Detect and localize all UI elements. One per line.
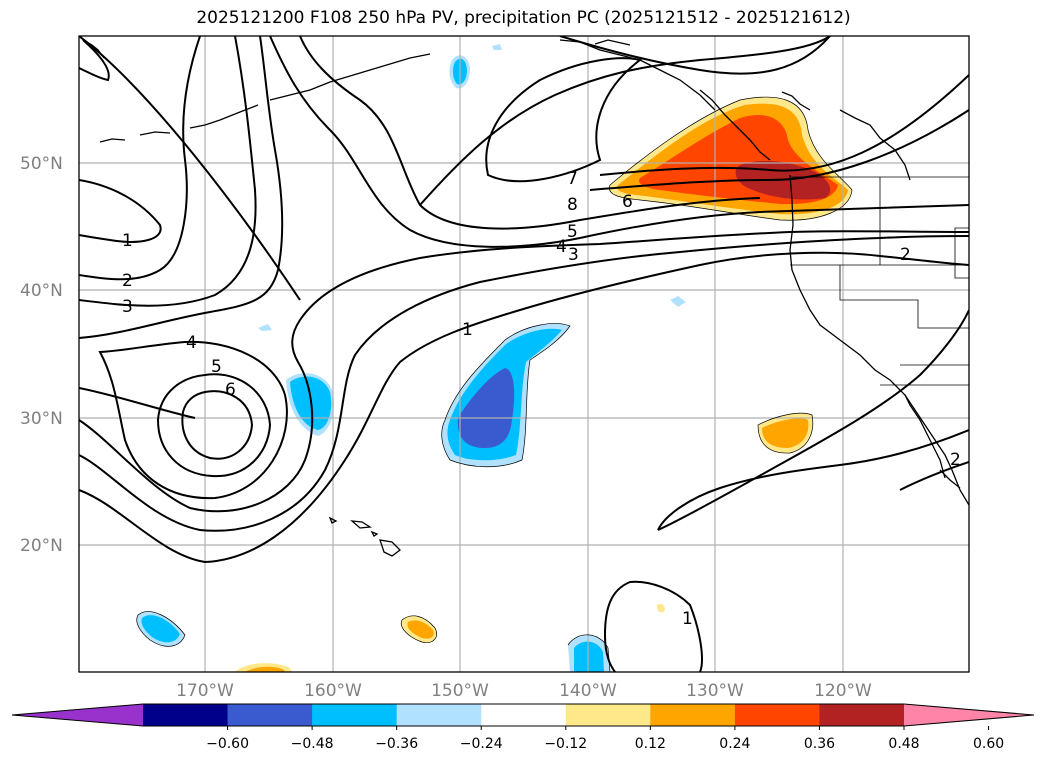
colorbar-tick-label: −0.48 bbox=[291, 736, 334, 752]
colorbar-segment bbox=[396, 704, 482, 726]
precip-positive-region bbox=[656, 603, 665, 613]
lon-label: 170°W bbox=[176, 681, 234, 701]
lon-label: 160°W bbox=[304, 681, 362, 701]
contour-label: 2 bbox=[122, 271, 133, 291]
contour-label: 1 bbox=[122, 231, 133, 251]
precip-negative-region bbox=[258, 324, 272, 331]
colorbar-segment bbox=[227, 704, 313, 726]
precipitation-shading bbox=[136, 44, 852, 672]
colorbar-tick-label: 0.12 bbox=[635, 736, 666, 752]
colorbar-segment bbox=[565, 704, 651, 726]
pv-contour-labels: 1 2 3 4 5 6 7 8 1 2 3 4 5 6 1 2 bbox=[122, 169, 961, 629]
lon-label: 120°W bbox=[814, 681, 872, 701]
contour-label: 6 bbox=[225, 380, 236, 400]
colorbar-segment bbox=[481, 704, 567, 726]
pv-contours bbox=[79, 36, 969, 672]
precip-negative-region bbox=[574, 641, 604, 672]
graticule bbox=[79, 36, 969, 672]
colorbar-segment bbox=[734, 704, 820, 726]
contour-label: 5 bbox=[211, 357, 222, 377]
precip-positive-region bbox=[762, 418, 809, 448]
precip-positive-region bbox=[245, 666, 285, 672]
lat-label: 50°N bbox=[20, 154, 63, 174]
latitude-labels: 50°N 40°N 30°N 20°N bbox=[20, 154, 63, 556]
colorbar-extension-max bbox=[904, 704, 1034, 726]
lat-label: 40°N bbox=[20, 281, 63, 301]
contour-label: 1 bbox=[682, 609, 693, 629]
longitude-labels: 170°W 160°W 150°W 140°W 130°W 120°W bbox=[176, 681, 872, 701]
precip-outlines bbox=[136, 96, 853, 672]
precip-negative-region bbox=[457, 368, 515, 448]
colorbar-segment bbox=[819, 704, 905, 726]
colorbar-tick-label: −0.60 bbox=[206, 736, 249, 752]
contour-label: 5 bbox=[567, 222, 578, 242]
lon-label: 140°W bbox=[559, 681, 617, 701]
colorbar-tick-label: 0.48 bbox=[888, 736, 919, 752]
precip-positive-region bbox=[407, 620, 434, 639]
contour-label: 4 bbox=[556, 237, 567, 257]
contour-label: 3 bbox=[122, 297, 133, 317]
colorbar-tick-label: 0.24 bbox=[719, 736, 750, 752]
colorbar-extension-min bbox=[12, 704, 143, 726]
precip-negative-region bbox=[670, 296, 686, 307]
map-title: 2025121200 F108 250 hPa PV, precipitatio… bbox=[196, 8, 851, 28]
map-frame bbox=[78, 35, 970, 673]
contour-label: 4 bbox=[186, 333, 197, 353]
colorbar-segment bbox=[143, 704, 229, 726]
lon-label: 130°W bbox=[686, 681, 744, 701]
colorbar-tick-label: −0.12 bbox=[544, 736, 587, 752]
contour-label: 3 bbox=[568, 245, 579, 265]
political-borders bbox=[790, 176, 969, 386]
lon-label: 150°W bbox=[431, 681, 489, 701]
colorbar-tick-label: 0.60 bbox=[973, 736, 1004, 752]
colorbar: −0.60 −0.48 −0.36 −0.24 −0.12 0.12 0.24 0.36 0.4… bbox=[11, 703, 1035, 752]
precip-negative-region bbox=[492, 44, 502, 50]
contour-label: 1 bbox=[462, 320, 473, 340]
contour-label: 2 bbox=[950, 450, 961, 470]
colorbar-outline bbox=[11, 703, 1035, 727]
contour-label: 8 bbox=[567, 195, 578, 215]
colorbar-segment bbox=[650, 704, 736, 726]
precip-negative-region bbox=[141, 615, 180, 643]
lat-label: 20°N bbox=[20, 536, 63, 556]
contour-label: 6 bbox=[622, 192, 633, 212]
contour-label: 2 bbox=[900, 245, 911, 265]
colorbar-tick-label: −0.36 bbox=[375, 736, 418, 752]
contour-label: 7 bbox=[567, 169, 578, 189]
colorbar-tick-label: −0.24 bbox=[460, 736, 503, 752]
lat-label: 30°N bbox=[20, 409, 63, 429]
colorbar-segment bbox=[312, 704, 398, 726]
colorbar-tick-label: 0.36 bbox=[804, 736, 835, 752]
